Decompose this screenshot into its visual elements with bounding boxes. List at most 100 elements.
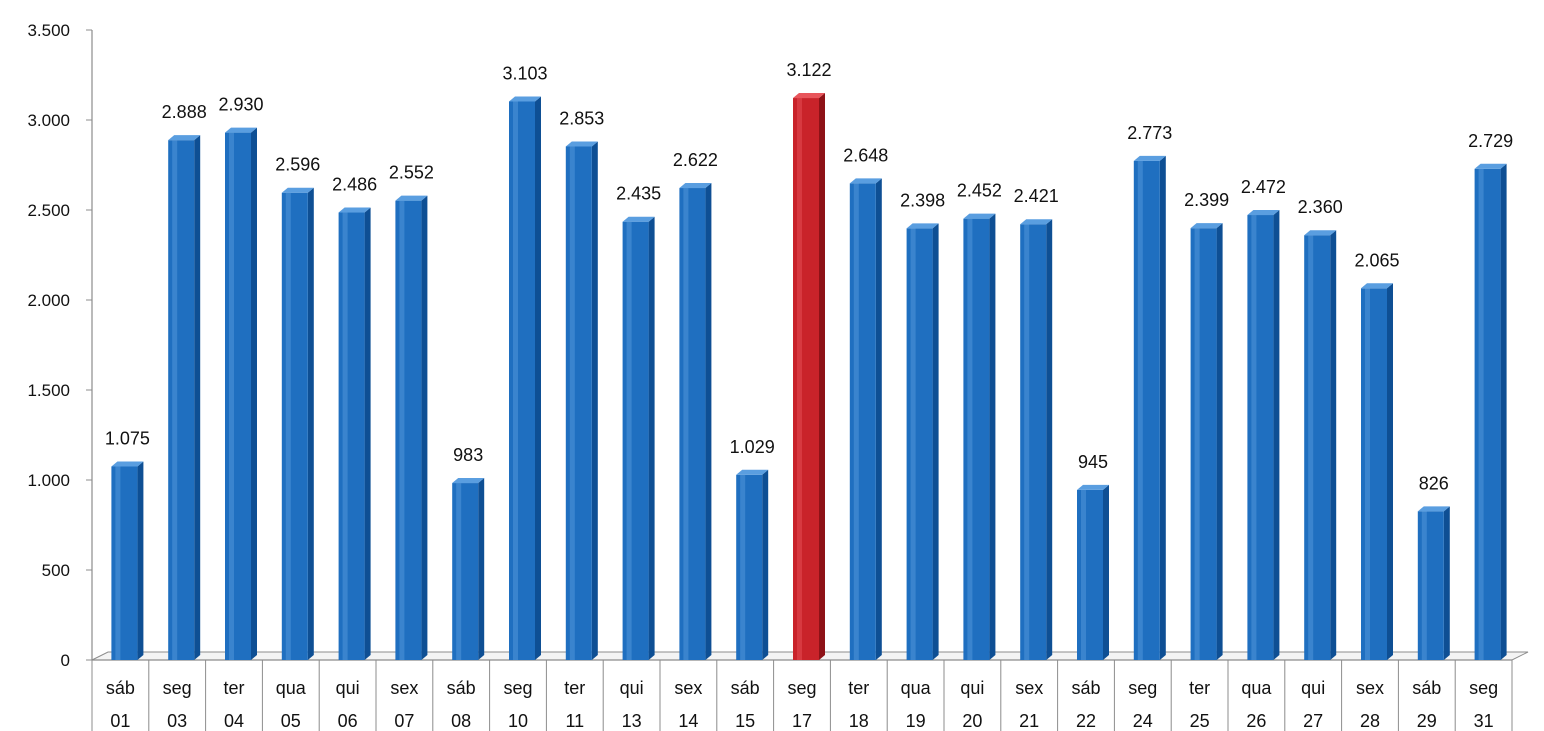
data-label: 2.648 [843, 145, 888, 165]
y-tick-label: 2.500 [27, 201, 70, 220]
bar-side [989, 213, 996, 660]
bar-sheen [1478, 168, 1484, 660]
x-tick-day-label: seg [163, 678, 192, 698]
x-tick-date-label: 19 [906, 711, 926, 731]
x-tick-day-label: sex [1356, 678, 1384, 698]
bar-top [1417, 506, 1450, 512]
y-tick-label: 1.000 [27, 471, 70, 490]
bar-front [849, 183, 876, 661]
data-label: 1.029 [730, 437, 775, 457]
bar-top [509, 96, 541, 102]
bar-top [849, 178, 882, 184]
data-label: 2.773 [1127, 123, 1172, 143]
data-label: 2.930 [218, 95, 263, 115]
bar-side [421, 195, 428, 660]
bar-side [251, 127, 257, 661]
x-tick-day-label: qui [620, 678, 644, 698]
bar [1020, 219, 1053, 660]
x-tick-day-label: ter [1189, 678, 1210, 698]
bar-top [679, 183, 712, 189]
bar-top [1474, 163, 1507, 169]
x-tick-day-label: sáb [447, 678, 476, 698]
x-tick-date-label: 04 [224, 711, 244, 731]
bar-sheen [740, 474, 746, 660]
data-label: 2.486 [332, 175, 377, 195]
x-tick-date-label: 31 [1474, 711, 1494, 731]
y-tick-label: 3.000 [27, 111, 70, 130]
bar-front [1190, 228, 1217, 660]
x-tick-date-label: 18 [849, 711, 869, 731]
bar [1077, 484, 1109, 660]
bar-top [1077, 484, 1109, 490]
data-label: 3.122 [786, 60, 831, 80]
bar-front [509, 101, 535, 660]
bar-front [168, 140, 195, 660]
bar [1417, 506, 1450, 660]
bar-side [1387, 283, 1393, 660]
data-label: 1.075 [105, 429, 150, 449]
bar-side [591, 141, 598, 660]
bar-front [1077, 489, 1103, 660]
data-label: 2.729 [1468, 131, 1513, 151]
x-tick-date-label: 14 [678, 711, 698, 731]
x-tick-date-label: 27 [1303, 711, 1323, 731]
data-label: 2.472 [1241, 177, 1286, 197]
bar-top [1304, 230, 1337, 236]
bar-side [819, 93, 825, 661]
bar [1304, 230, 1337, 660]
x-tick-day-label: sáb [1412, 678, 1441, 698]
bar-side [1103, 484, 1109, 660]
bar-side [762, 469, 769, 660]
x-tick-date-label: 11 [565, 711, 584, 731]
x-tick-day-label: qui [960, 678, 984, 698]
bar-top [111, 461, 144, 467]
bar [1247, 210, 1280, 661]
x-tick-date-label: 25 [1190, 711, 1210, 731]
bar [963, 213, 996, 660]
x-tick-day-label: sex [674, 678, 702, 698]
y-tick-label: 1.500 [27, 381, 70, 400]
bar [849, 178, 882, 661]
bar-front [1417, 511, 1444, 660]
bar [1133, 155, 1166, 661]
bar-top [793, 93, 825, 99]
data-label: 2.399 [1184, 190, 1229, 210]
bar [338, 207, 371, 660]
bar-sheen [399, 200, 405, 660]
bar-front [736, 474, 763, 660]
bar [679, 183, 712, 661]
data-labels: 1.075 2.888 2.930 2.596 2.486 2.552 983 3.103 2.… [105, 60, 1513, 493]
bar-top [1020, 219, 1053, 225]
data-label: 3.103 [502, 63, 547, 83]
bar-side [1216, 223, 1223, 660]
bar-front [1474, 168, 1501, 660]
x-tick-day-label: seg [1128, 678, 1157, 698]
data-label: 2.421 [1014, 186, 1059, 206]
bars [111, 93, 1507, 661]
bar-front [338, 212, 365, 660]
bar-sheen [853, 183, 859, 661]
bar-top [622, 216, 655, 222]
data-label: 2.552 [389, 163, 434, 183]
x-tick-day-label: sáb [106, 678, 135, 698]
bar-side [875, 178, 882, 661]
bar [168, 135, 201, 660]
x-tick-date-label: 28 [1360, 711, 1380, 731]
bar-side [705, 183, 712, 661]
data-label: 2.622 [673, 150, 718, 170]
data-label: 2.435 [616, 184, 661, 204]
x-tick-date-label: 10 [508, 711, 528, 731]
bar-top [225, 127, 257, 133]
bar [1361, 283, 1393, 660]
bar-sheen [910, 228, 916, 661]
bar-sheen [229, 132, 234, 661]
data-label: 2.452 [957, 181, 1002, 201]
x-tick-date-label: 24 [1133, 711, 1153, 731]
x-tick-day-label: qua [276, 678, 307, 698]
x-tick-date-label: 13 [622, 711, 642, 731]
x-tick-date-label: 21 [1019, 711, 1039, 731]
bar-front [963, 218, 990, 660]
bar-sheen [1081, 489, 1086, 660]
bar [452, 478, 485, 660]
bar-front [395, 200, 422, 660]
